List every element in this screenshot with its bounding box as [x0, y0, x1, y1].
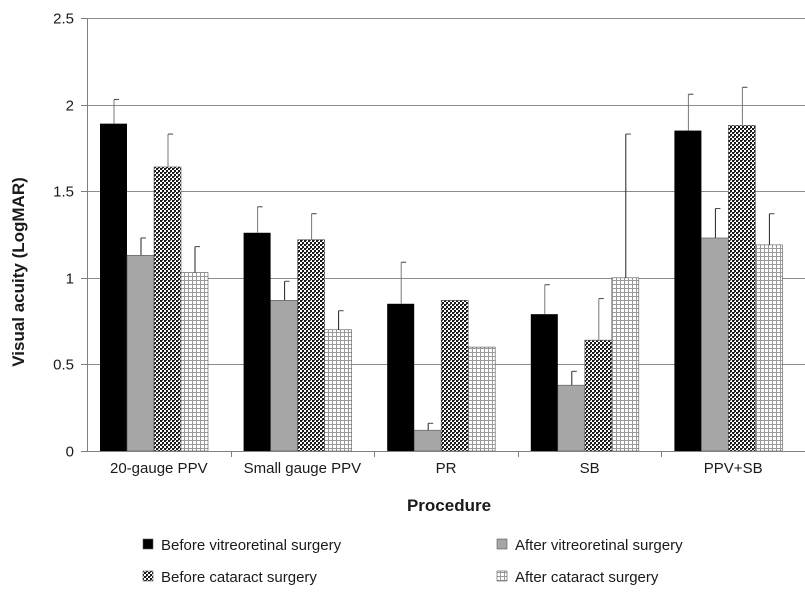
y-tick-label: 2: [66, 98, 74, 115]
bar: [387, 304, 414, 451]
bar: [701, 238, 728, 451]
y-tick-label: 0.5: [53, 357, 74, 374]
legend-swatch: [143, 539, 153, 549]
x-tick-label: PPV+SB: [704, 460, 763, 477]
bar: [531, 314, 558, 451]
bar: [612, 278, 639, 451]
x-tick-label: 20-gauge PPV: [110, 460, 208, 477]
legend-label: Before cataract surgery: [161, 569, 317, 586]
bar: [585, 340, 612, 451]
x-tick-label: SB: [580, 460, 600, 477]
y-tick-label: 1.5: [53, 184, 74, 201]
bar: [271, 300, 298, 451]
legend-label: Before vitreoretinal surgery: [161, 537, 342, 554]
bar: [154, 167, 181, 451]
y-tick-label: 1: [66, 271, 74, 288]
bar: [414, 430, 441, 451]
x-axis-ticks: 20-gauge PPV Small gauge PPV PR SB PPV+SB: [110, 451, 805, 477]
bar: [674, 131, 701, 451]
legend-swatch: [497, 539, 507, 549]
bar: [127, 255, 154, 451]
bars: [100, 124, 782, 451]
legend: Before vitreoretinal surgery After vitreo…: [143, 537, 683, 586]
bar: [100, 124, 127, 451]
y-axis-ticks: 0 0.5 1 1.5 2 2.5: [53, 11, 87, 461]
legend-swatch: [143, 571, 153, 581]
legend-label: After vitreoretinal surgery: [515, 537, 683, 554]
legend-swatch: [497, 571, 507, 581]
bar: [325, 330, 352, 451]
bar: [558, 385, 585, 451]
y-tick-label: 2.5: [53, 11, 74, 28]
bar: [441, 300, 468, 451]
bar: [244, 233, 271, 451]
bar: [468, 347, 495, 451]
legend-label: After cataract surgery: [515, 569, 659, 586]
y-axis-title: Visual acuity (LogMAR): [9, 177, 28, 367]
bar: [181, 273, 208, 451]
x-tick-label: Small gauge PPV: [244, 460, 362, 477]
bar: [298, 240, 325, 451]
bar: [728, 125, 755, 451]
x-axis-title: Procedure: [407, 496, 491, 515]
bar: [755, 245, 782, 451]
y-tick-label: 0: [66, 444, 74, 461]
x-tick-label: PR: [436, 460, 457, 477]
